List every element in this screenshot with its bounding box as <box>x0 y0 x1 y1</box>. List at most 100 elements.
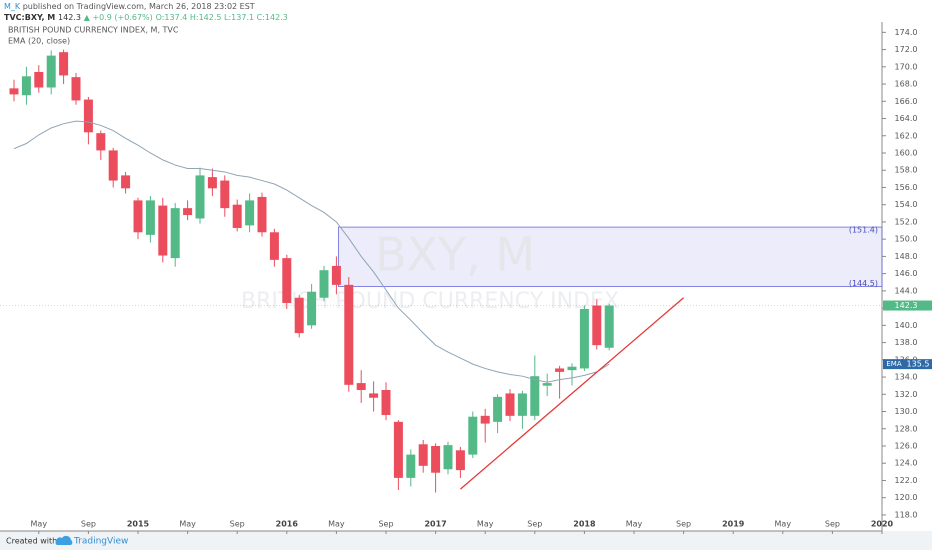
candle-body <box>232 204 242 228</box>
candle-body <box>108 150 118 181</box>
zone-label: (144.5) <box>849 279 878 288</box>
candle-body <box>592 305 602 346</box>
candle-body <box>133 200 143 233</box>
candle-body <box>9 88 19 95</box>
y-tick-label: 152.0 <box>895 217 918 226</box>
x-tick-label: Sep <box>378 520 393 529</box>
candle-body <box>158 205 168 256</box>
y-tick-label: 160.0 <box>895 148 918 157</box>
candle-body <box>59 52 69 76</box>
header-line: M_K published on TradingView.com, March … <box>4 2 255 11</box>
candle-body <box>517 393 527 416</box>
y-tick-label: 150.0 <box>895 235 918 244</box>
ema-badge-value: 135.5 <box>907 360 930 369</box>
y-tick-label: 140.0 <box>895 321 918 330</box>
zone <box>337 226 883 287</box>
y-tick-label: 146.0 <box>895 269 918 278</box>
tv-logo <box>55 535 73 545</box>
x-tick-label: 2018 <box>573 520 596 529</box>
x-tick-label: 2017 <box>424 520 446 529</box>
candle-body <box>331 265 341 285</box>
instrument-name: BRITISH POUND CURRENCY INDEX, M, TVC <box>8 26 179 35</box>
x-tick-label: Sep <box>527 520 542 529</box>
x-tick-label: 2019 <box>722 520 745 529</box>
candle-body <box>443 445 453 470</box>
candle-body <box>282 258 292 303</box>
indicator-name: EMA (20, close) <box>8 37 70 46</box>
candle-body <box>96 133 106 151</box>
y-tick-label: 120.0 <box>895 493 918 502</box>
candle-body <box>307 291 317 326</box>
zone-layer <box>337 226 883 287</box>
y-tick-label: 124.0 <box>895 459 918 468</box>
y-tick-label: 172.0 <box>895 45 918 54</box>
y-tick-label: 122.0 <box>895 476 918 485</box>
trendline <box>459 297 685 490</box>
candle-body <box>542 383 552 386</box>
candle-body <box>369 393 379 398</box>
candle-body <box>406 454 416 478</box>
candle-body <box>269 232 279 260</box>
candle-body <box>257 196 267 233</box>
candle-body <box>319 270 329 298</box>
y-tick-label: 154.0 <box>895 200 918 209</box>
candle-body <box>468 416 478 455</box>
ema-badge <box>883 359 932 370</box>
ema-line <box>13 120 610 383</box>
candle-body <box>145 200 155 235</box>
candle-body <box>46 55 56 88</box>
footer-created: Created with <box>6 537 57 546</box>
x-tick-label: May <box>328 520 345 529</box>
y-tick-label: 168.0 <box>895 80 918 89</box>
candle-body <box>195 175 205 219</box>
candle-body <box>493 396 503 422</box>
x-tick-label: May <box>179 520 196 529</box>
symbol-line: TVC:BXY, M 142.3 ▲ +0.9 (+0.67%) O:137.4… <box>4 13 288 22</box>
x-tick-label: May <box>477 520 494 529</box>
y-tick-label: 158.0 <box>895 166 918 175</box>
candle-body <box>604 305 614 348</box>
y-tick-label: 164.0 <box>895 114 918 123</box>
candle-body <box>121 175 131 189</box>
y-tick-label: 130.0 <box>895 407 918 416</box>
x-tick-label: Sep <box>676 520 691 529</box>
last: 142.3 <box>58 13 81 22</box>
x-tick-label: 2020 <box>871 520 894 529</box>
candle-body <box>21 76 31 96</box>
x-tick-label: 2015 <box>127 520 150 529</box>
y-tick-label: 118.0 <box>895 510 918 519</box>
zone-label: (151.4) <box>849 226 878 235</box>
candle-body <box>220 180 230 209</box>
candle-body <box>455 450 465 471</box>
y-tick-label: 170.0 <box>895 62 918 71</box>
candle-body <box>431 445 441 473</box>
candle-body <box>418 444 428 466</box>
x-tick-label: 2016 <box>276 520 299 529</box>
y-tick-label: 148.0 <box>895 252 918 261</box>
y-tick-label: 134.0 <box>895 373 918 382</box>
watermark-name: BRITISH POUND CURRENCY INDEX <box>241 289 619 314</box>
footer-bar <box>0 531 932 550</box>
candle-body <box>393 421 403 478</box>
candle-body <box>294 297 304 334</box>
candle-body <box>83 99 93 133</box>
candle-body <box>34 71 44 88</box>
last-price-badge <box>883 300 932 311</box>
last-price-label: 142.3 <box>895 301 918 310</box>
candle-body <box>480 415 490 424</box>
y-tick-label: 128.0 <box>895 424 918 433</box>
ema-badge-name: EMA <box>886 360 901 368</box>
y-tick-label: 126.0 <box>895 441 918 450</box>
y-tick-label: 132.0 <box>895 390 918 399</box>
ohlc: O:137.4 H:142.5 L:137.1 C:142.3 <box>156 13 288 22</box>
footer-brand: TradingView <box>73 537 128 547</box>
candle-body <box>567 366 577 371</box>
change: ▲ +0.9 (+0.67%) <box>84 13 153 22</box>
candle-body <box>183 208 193 216</box>
candle-body <box>579 308 589 369</box>
plot-layer <box>0 49 882 493</box>
x-tick-label: May <box>626 520 643 529</box>
published: published on TradingView.com, March 26, … <box>23 2 255 11</box>
x-tick-label: Sep <box>230 520 245 529</box>
